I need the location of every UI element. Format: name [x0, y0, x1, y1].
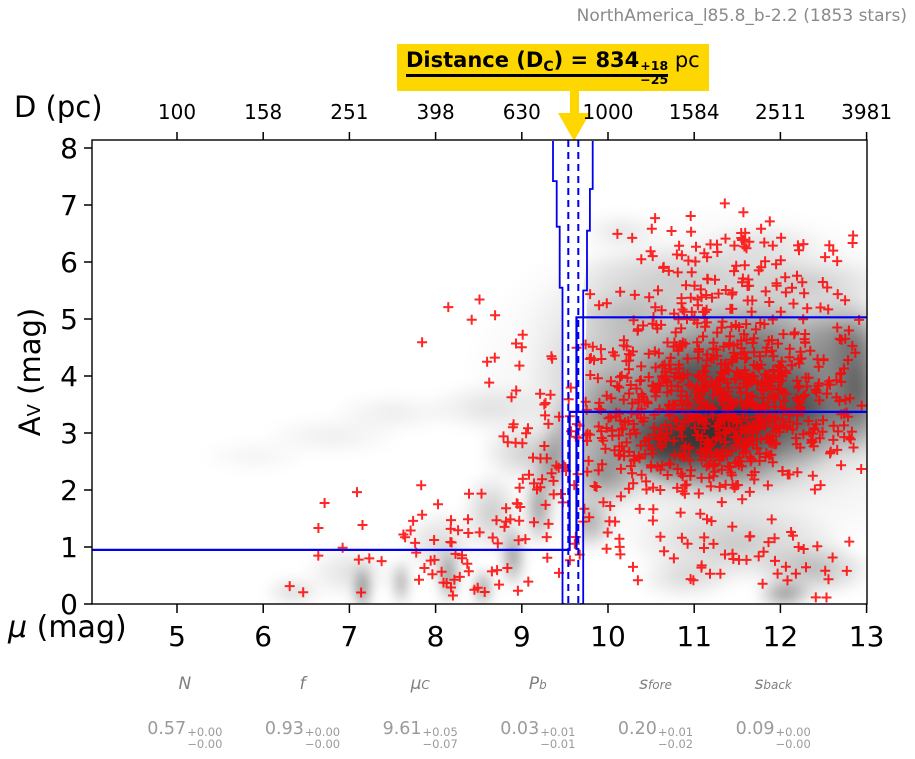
x-tick-label: 5: [168, 620, 186, 653]
density-blob: [327, 393, 458, 433]
parameter-column: f 0.93 +0.00 −0.00: [244, 674, 362, 751]
distance-value: 834: [595, 48, 640, 72]
top-tick-label: 100: [158, 100, 196, 124]
density-blob: [625, 501, 850, 587]
y-tick-label: 2: [60, 474, 78, 507]
axis-ticks: [84, 132, 868, 613]
x-tick-label: 7: [340, 620, 358, 653]
parameter-value: 0.20 +0.01 −0.02: [617, 719, 694, 752]
x-tick-label: 10: [590, 620, 626, 653]
x-tick-label: 8: [427, 620, 445, 653]
parameter-column: sback 0.09 +0.00 −0.00: [714, 674, 832, 751]
density-blob: [501, 520, 526, 591]
distance-errors: +18 −25: [640, 59, 668, 86]
distance-arrow-stem: [569, 81, 579, 113]
model-step-line-low: [92, 410, 867, 551]
parameter-column: sfore 0.20 +0.01 −0.02: [597, 674, 715, 751]
density-blob: [732, 253, 867, 317]
parameter-value: 0.93 +0.00 −0.00: [264, 719, 341, 752]
y-tick-label: 1: [60, 531, 78, 564]
star-markers: [284, 198, 867, 603]
top-tick-label: 398: [417, 100, 455, 124]
parameter-column: μC 9.61 +0.05 −0.07: [361, 674, 479, 751]
x-tick-label: 6: [254, 620, 272, 653]
posterior-funnel: [553, 141, 593, 604]
parameter-table: N 0.57 +0.00 −0.00 f 0.93 +0.00 −0.00 μC 9.61 +0.0…: [126, 674, 832, 751]
distance-prefix: Distance (D: [406, 48, 544, 72]
parameter-label: Pb: [528, 674, 547, 694]
parameter-value: 0.09 +0.00 −0.00: [735, 719, 811, 752]
x-tick-label: 12: [763, 620, 799, 653]
funnel-left-outline: [552, 141, 565, 604]
x-axis-label: μ (mag): [8, 610, 127, 645]
density-blob: [422, 381, 552, 433]
y-tick-label: 3: [60, 417, 78, 450]
density-blob: [263, 575, 324, 604]
density-blob: [438, 544, 459, 604]
funnel-right-outline: [580, 141, 594, 604]
figure-title: NorthAmerica_l85.8_b-2.2 (1853 stars): [576, 6, 907, 26]
x-tick-label: 13: [849, 620, 885, 653]
density-blob: [258, 415, 406, 456]
x-axis-label-mu: μ: [8, 610, 28, 645]
distance-unit: pc: [668, 48, 700, 72]
top-tick-label: 630: [503, 100, 541, 124]
y-tick-label: 0: [60, 588, 78, 621]
model-step-line-high: [575, 316, 867, 550]
x-axis-label-rest: (mag): [27, 610, 127, 645]
distance-subscript: C: [543, 59, 554, 75]
parameter-column: Pb 0.03 +0.01 −0.01: [479, 674, 597, 751]
distance-error-minus: −25: [640, 71, 669, 87]
density-blob: [472, 566, 494, 604]
plot-border: [91, 139, 868, 605]
distance-annotation-main: Distance (DC) = 834 +18 −25: [406, 48, 669, 86]
x-tick-label: 11: [676, 620, 712, 653]
distance-arrow-icon: [558, 113, 591, 141]
distance-error-plus: +18: [640, 58, 669, 73]
y-tick-label: 6: [60, 246, 78, 279]
top-tick-label: 3981: [841, 100, 892, 124]
parameter-value: 0.03 +0.01 −0.01: [500, 719, 576, 752]
x-tick-label: 9: [513, 620, 531, 653]
density-blob: [754, 577, 815, 604]
distance-annotation: Distance (DC) = 834 +18 −25 pc: [397, 44, 709, 91]
tick-labels: 5100615872518398963010100011158412251113…: [60, 100, 892, 653]
density-blob: [577, 210, 665, 251]
parameter-column: N 0.57 +0.00 −0.00: [126, 674, 244, 751]
distance-equals: ) =: [553, 48, 596, 72]
y-tick-label: 8: [60, 132, 78, 165]
y-tick-label: 5: [60, 303, 78, 336]
top-tick-label: 2511: [755, 100, 806, 124]
y-tick-label: 7: [60, 189, 78, 222]
density-blob: [393, 556, 409, 604]
parameter-label: sback: [754, 674, 792, 694]
parameter-label: μC: [410, 674, 430, 694]
top-axis-label: D (pc): [14, 90, 103, 124]
density-blob: [198, 438, 311, 473]
top-tick-label: 251: [330, 100, 368, 124]
top-tick-label: 1000: [583, 100, 634, 124]
parameter-value: 9.61 +0.05 −0.07: [382, 719, 458, 752]
parameter-label: N: [178, 674, 192, 694]
top-tick-label: 158: [244, 100, 282, 124]
y-tick-label: 4: [60, 360, 78, 393]
top-tick-label: 1584: [669, 100, 720, 124]
parameter-label: f: [299, 674, 306, 694]
density-blob: [461, 470, 522, 556]
parameter-value: 0.57 +0.00 −0.00: [147, 719, 223, 752]
density-blob: [754, 541, 867, 599]
parameter-label: sfore: [639, 674, 672, 694]
